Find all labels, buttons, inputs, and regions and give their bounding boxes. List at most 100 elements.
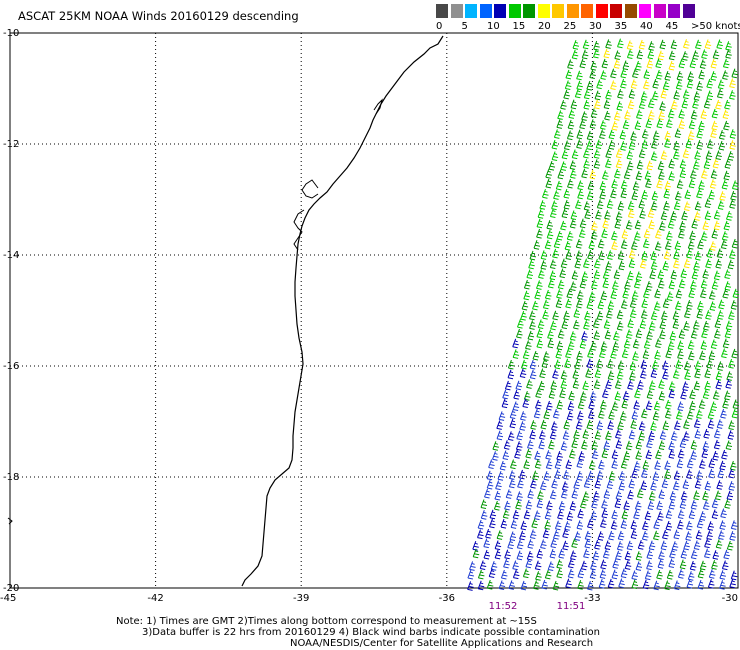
wind-barb xyxy=(596,310,604,321)
wind-barb xyxy=(677,401,684,411)
wind-barb xyxy=(728,420,735,430)
scale-label: 15 xyxy=(512,21,526,32)
wind-barb xyxy=(529,529,537,539)
wind-barb xyxy=(645,178,652,189)
wind-barb xyxy=(652,471,660,481)
wind-barb xyxy=(607,578,615,589)
wind-barb xyxy=(660,540,668,551)
wind-barb xyxy=(717,79,725,90)
wind-barb xyxy=(658,489,665,500)
wind-barb xyxy=(580,391,587,401)
wind-barb xyxy=(723,120,730,131)
wind-barb xyxy=(613,331,620,341)
wind-barb xyxy=(574,88,582,99)
wind-barb xyxy=(611,120,619,131)
wind-barb xyxy=(562,528,569,539)
wind-barb xyxy=(708,189,715,200)
wind-barb xyxy=(674,240,682,251)
wind-barb xyxy=(596,470,604,480)
wind-barb xyxy=(587,518,594,529)
wind-barb xyxy=(483,538,490,549)
wind-barb xyxy=(704,198,712,208)
wind-barb xyxy=(529,310,536,321)
wind-barb xyxy=(677,519,684,530)
wind-barb xyxy=(571,538,578,548)
wind-barb xyxy=(576,139,583,149)
wind-barb xyxy=(589,119,597,129)
wind-barb xyxy=(667,219,675,229)
wind-barb xyxy=(638,39,646,50)
wind-barb xyxy=(682,479,690,490)
wind-barb xyxy=(522,398,529,408)
wind-barb xyxy=(683,258,691,269)
wind-barb xyxy=(529,429,536,440)
wind-barb xyxy=(617,250,625,261)
wind-barb xyxy=(570,99,578,110)
wind-barb xyxy=(573,429,580,440)
wind-barb xyxy=(500,569,508,580)
wind-barb xyxy=(694,479,702,489)
wind-barb xyxy=(679,559,687,570)
wind-barb xyxy=(679,499,687,509)
wind-barb xyxy=(616,309,624,320)
wind-barb xyxy=(513,389,520,400)
wind-barb xyxy=(648,110,655,120)
wind-barb xyxy=(724,99,731,110)
wind-barb xyxy=(488,459,495,469)
wind-barb xyxy=(624,280,631,290)
swath-time-label: 11:52 xyxy=(489,601,518,612)
wind-barb xyxy=(645,118,652,129)
wind-barb xyxy=(577,180,584,191)
wind-barb xyxy=(668,60,676,71)
wind-barb xyxy=(658,550,665,560)
wind-barb xyxy=(730,520,738,530)
wind-barb xyxy=(702,220,709,231)
wind-barb xyxy=(731,68,738,79)
wind-barb xyxy=(673,90,680,100)
wind-barb xyxy=(495,480,502,491)
wind-barb xyxy=(722,70,729,80)
wind-barb xyxy=(538,439,545,450)
wind-barb xyxy=(557,110,564,120)
wind-barb xyxy=(595,209,602,220)
wind-barb xyxy=(689,560,697,571)
scale-label: 35 xyxy=(614,21,628,32)
wind-barb xyxy=(502,389,509,400)
wind-barb xyxy=(572,379,580,389)
wind-barb xyxy=(634,500,642,511)
wind-barb xyxy=(730,190,737,201)
wind-barb xyxy=(663,200,670,211)
wind-barb xyxy=(719,570,726,580)
wind-barb xyxy=(727,430,735,440)
wind-barb xyxy=(701,328,708,339)
wind-barb xyxy=(564,358,571,369)
latitude-label: -20 xyxy=(3,583,19,594)
wind-barb xyxy=(718,299,725,310)
wind-barb xyxy=(693,261,700,271)
wind-barb xyxy=(641,468,648,479)
wind-barb xyxy=(579,218,587,229)
wind-barb xyxy=(494,490,501,501)
coastline xyxy=(241,35,444,587)
wind-barb xyxy=(653,519,660,530)
wind-barb xyxy=(557,279,565,290)
wind-barb xyxy=(645,449,653,460)
wind-barb xyxy=(664,180,671,191)
scale-swatch xyxy=(508,4,521,18)
wind-barb xyxy=(577,568,585,579)
wind-barb xyxy=(706,139,714,149)
wind-barb xyxy=(569,218,577,229)
wind-barb xyxy=(534,560,542,571)
wind-barb xyxy=(657,269,665,280)
wind-barb xyxy=(544,569,552,580)
wind-barb xyxy=(629,371,636,381)
wind-barb xyxy=(687,130,695,140)
wind-barb xyxy=(710,339,718,349)
wind-barb xyxy=(722,338,730,349)
wind-barb xyxy=(554,520,562,531)
longitude-label: -33 xyxy=(584,593,600,604)
wind-barb xyxy=(547,561,555,571)
wind-barb xyxy=(486,470,494,481)
wind-barb xyxy=(477,580,485,591)
wind-barb xyxy=(721,449,728,460)
